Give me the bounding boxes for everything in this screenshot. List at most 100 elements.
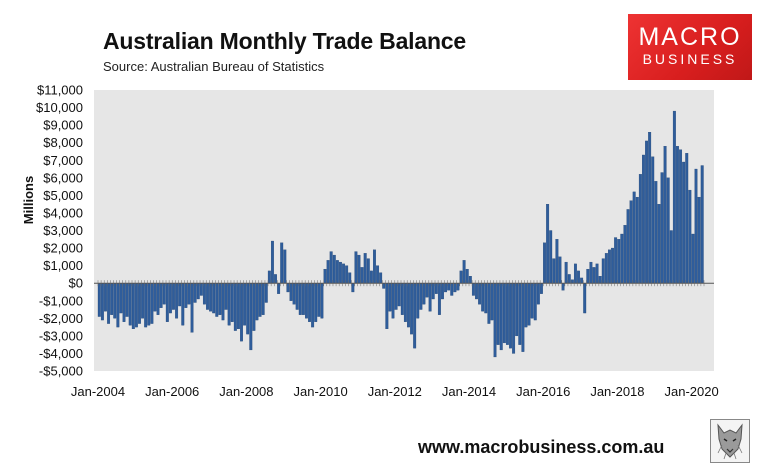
bar — [376, 265, 380, 284]
bar — [617, 239, 621, 284]
bar — [373, 249, 376, 284]
bar — [264, 283, 268, 303]
bar — [431, 283, 435, 300]
y-tick-label: $3,000 — [43, 223, 83, 238]
x-tick-label: Jan-2004 — [71, 384, 125, 399]
bar — [397, 283, 401, 307]
bar — [648, 131, 652, 284]
bar — [116, 283, 120, 328]
bar — [162, 283, 166, 305]
bar — [611, 247, 614, 284]
bar — [530, 283, 534, 319]
website-url[interactable]: www.macrobusiness.com.au — [418, 437, 665, 457]
bar — [666, 177, 670, 284]
bar — [484, 283, 488, 314]
bar — [447, 283, 451, 291]
bar — [663, 146, 667, 284]
y-tick-label: $1,000 — [43, 258, 83, 273]
bar — [206, 283, 209, 310]
bar — [308, 283, 311, 322]
bar — [320, 283, 324, 319]
x-tick-label: Jan-2008 — [219, 384, 273, 399]
bar — [416, 283, 420, 319]
bar — [573, 263, 577, 284]
bar — [604, 253, 608, 284]
bar — [481, 283, 485, 312]
bar — [583, 283, 587, 314]
bar — [150, 283, 154, 324]
bar — [113, 283, 117, 319]
bar — [502, 283, 506, 344]
y-tick-label: -$2,000 — [39, 311, 83, 326]
chart-subtitle: Source: Australian Bureau of Statistics — [103, 59, 325, 74]
bar — [221, 283, 225, 321]
bar — [475, 283, 478, 300]
bar — [227, 283, 231, 326]
bar — [419, 283, 423, 310]
y-tick-label: $9,000 — [43, 118, 83, 133]
bar — [301, 283, 305, 315]
bar — [549, 230, 553, 284]
x-tick-label: Jan-2014 — [442, 384, 496, 399]
bar — [437, 283, 441, 315]
bar — [654, 181, 658, 284]
bar — [586, 268, 590, 284]
macrobusiness-logo[interactable]: MACRO BUSINESS — [628, 14, 752, 80]
bar — [487, 283, 491, 324]
bar — [635, 196, 639, 284]
bar — [688, 189, 692, 284]
bar — [552, 258, 556, 284]
bar — [122, 283, 126, 322]
bar — [642, 154, 645, 284]
bar — [366, 258, 370, 284]
bar — [190, 283, 194, 333]
x-tick-label: Jan-2020 — [665, 384, 719, 399]
bar — [527, 283, 531, 326]
bar — [592, 267, 596, 284]
bar — [410, 283, 414, 335]
bar — [224, 283, 228, 310]
bar — [258, 283, 262, 317]
chart-title: Australian Monthly Trade Balance — [103, 28, 466, 54]
bar — [255, 283, 259, 321]
bar — [335, 260, 339, 284]
bar — [493, 283, 497, 358]
bar-series — [97, 110, 704, 358]
x-tick-label: Jan-2010 — [294, 384, 348, 399]
bar — [134, 283, 138, 328]
x-tick-label: Jan-2012 — [368, 384, 422, 399]
bar — [138, 283, 141, 324]
bar — [645, 140, 649, 284]
y-tick-label: -$4,000 — [39, 346, 83, 361]
bar — [382, 283, 386, 289]
bar — [391, 283, 395, 319]
x-tick-label: Jan-2018 — [590, 384, 644, 399]
bar — [314, 283, 318, 322]
bar — [128, 283, 132, 326]
bar — [351, 283, 355, 293]
bar — [277, 283, 281, 294]
bar — [601, 258, 605, 284]
bar — [441, 283, 444, 300]
bar — [125, 283, 129, 317]
bar — [184, 283, 188, 308]
x-tick-label: Jan-2006 — [145, 384, 199, 399]
bar — [478, 283, 482, 305]
bar — [672, 110, 676, 284]
bar — [505, 283, 509, 345]
y-tick-label: $2,000 — [43, 241, 83, 256]
zero-axis — [94, 280, 714, 287]
x-axis-ticks: Jan-2004 Jan-2006 Jan-2008 Jan-2010 Jan-2012… — [71, 384, 719, 399]
bar — [345, 265, 349, 284]
y-tick-label: $5,000 — [43, 188, 83, 203]
bar — [363, 253, 367, 284]
bar — [422, 283, 426, 305]
bar — [608, 249, 611, 284]
bar — [215, 283, 219, 317]
bar — [104, 283, 107, 312]
bar — [546, 204, 550, 284]
bar — [131, 283, 135, 330]
bar — [187, 283, 191, 305]
bar — [614, 237, 618, 284]
